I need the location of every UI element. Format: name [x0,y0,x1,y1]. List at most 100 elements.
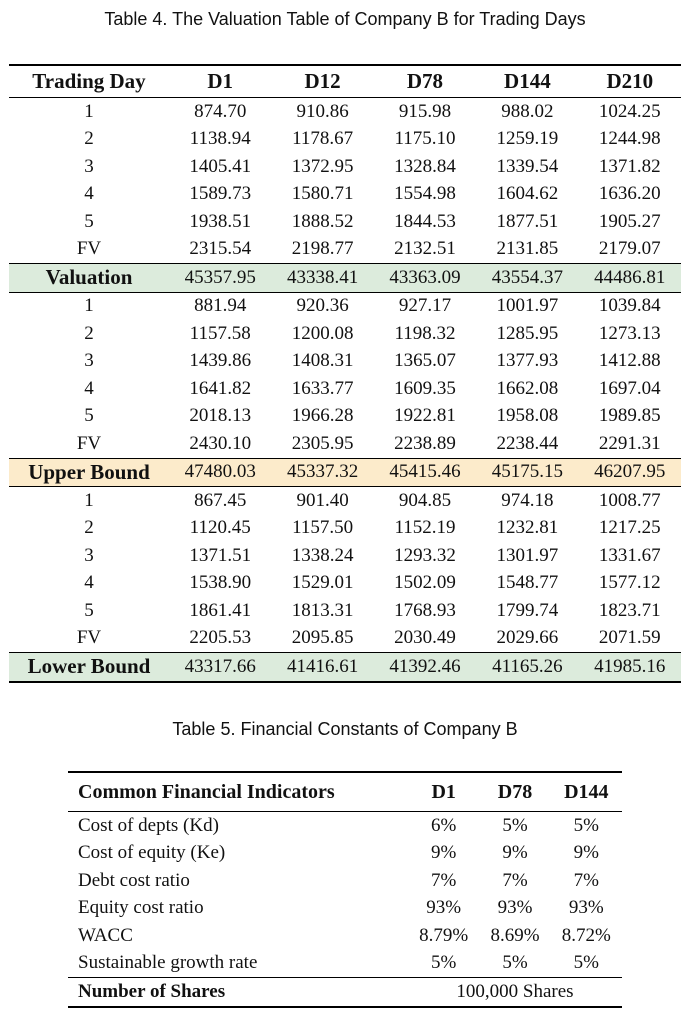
indicator-value: 8.79% [419,924,469,946]
table-cell: 1609.35 [394,377,456,399]
table-cell: 1633.77 [291,377,354,399]
table-cell: 1888.52 [291,210,354,232]
table5-caption: Table 5. Financial Constants of Company … [172,719,518,739]
table-row: 3 1439.86 1408.31 1365.07 1377.93 1412.88 [9,348,681,376]
total-cell: 47480.03 [169,457,272,487]
table-cell: 1641.82 [189,377,252,399]
table-cell: 2029.66 [496,627,559,649]
table-cell: 2018.13 [189,405,252,427]
table-row: 3 1371.51 1338.24 1293.32 1301.97 1331.67 [9,542,681,570]
total-cell: 43554.37 [476,263,579,293]
indicator-value: 93% [426,897,462,919]
total-label: Lower Bound [9,652,169,682]
table-cell: 1577.12 [598,572,661,594]
table-cell: 1120.45 [189,517,251,539]
table-cell: 1178.67 [292,128,354,150]
table-cell: 1259.19 [496,128,559,150]
table-cell: 867.45 [194,489,247,511]
row-label: 4 [84,572,94,594]
total-cell: 43338.41 [271,263,374,293]
table-cell: 1301.97 [496,544,559,566]
header-d1: D1 [408,772,480,812]
table-cell: 1989.85 [598,405,661,427]
valuation-table: Trading Day D1 D12 D78 D144 D210 1 874.70… [9,64,681,683]
row-label: 1 [84,100,94,122]
upper-bound-row: Upper Bound 47480.03 45337.32 45415.46 45175… [9,457,681,487]
row-label: 2 [84,517,94,539]
table-cell: 2315.54 [189,238,252,260]
table-cell: 2291.31 [598,432,661,454]
table4-body: 1 874.70 910.86 915.98 988.02 1024.25 2 1138.94… [9,98,681,682]
table-cell: 927.17 [398,295,452,317]
total-cell: 41416.61 [271,652,374,682]
table-cell: 901.40 [296,489,349,511]
indicator-value: 5% [573,952,599,974]
total-cell: 41165.26 [476,652,579,682]
table-cell: 1244.98 [598,128,661,150]
indicator-value: 5% [502,814,528,836]
total-cell: 44486.81 [578,263,681,293]
table-cell: 1813.31 [291,599,354,621]
indicator-name: Equity cost ratio [78,897,204,919]
row-label: 4 [84,377,94,399]
table-cell: 1966.28 [291,405,354,427]
table-row: 2 1120.45 1157.50 1152.19 1232.81 1217.25 [9,515,681,543]
table-row: 4 1641.82 1633.77 1609.35 1662.08 1697.04 [9,375,681,403]
table-cell: 1580.71 [291,183,354,205]
table-cell: 904.85 [398,489,452,511]
table-cell: 1529.01 [291,572,354,594]
table-row: 4 1538.90 1529.01 1502.09 1548.77 1577.12 [9,570,681,598]
indicator-value: 7% [502,869,528,891]
table-cell: 2198.77 [291,238,354,260]
table-cell: 1861.41 [189,599,252,621]
table-row: WACC 8.79% 8.69% 8.72% [68,922,622,950]
header-trading-day: Trading Day [9,65,169,98]
row-label: FV [76,432,102,454]
valuation-total-row: Valuation 45357.95 43338.41 43363.09 43554.3… [9,263,681,293]
total-cell: 45175.15 [476,457,579,487]
table-cell: 1554.98 [394,183,456,205]
table-cell: 2179.07 [598,238,661,260]
table-cell: 1589.73 [189,183,252,205]
table-cell: 1377.93 [496,350,559,372]
shares-value: 100,000 Shares [408,977,622,1007]
table-cell: 1636.20 [598,183,661,205]
table-cell: 1408.31 [291,350,354,372]
indicator-value: 5% [431,952,457,974]
header-d210: D210 [578,65,681,98]
table4-header-row: Trading Day D1 D12 D78 D144 D210 [9,65,681,98]
table-row: Cost of equity (Ke) 9% 9% 9% [68,840,622,868]
table-cell: 1293.32 [394,544,456,566]
table-cell: 1439.86 [189,350,252,372]
table-row: FV 2430.10 2305.95 2238.89 2238.44 2291.31 [9,430,681,458]
indicator-value: 9% [502,842,528,864]
indicator-value: 93% [497,897,533,919]
table-cell: 1697.04 [598,377,661,399]
total-cell: 45415.46 [373,457,477,487]
table-cell: 1008.77 [598,489,661,511]
table-cell: 974.18 [501,489,554,511]
table-cell: 2071.59 [598,627,661,649]
table-cell: 1200.08 [291,322,354,344]
table-cell: 1328.84 [394,155,456,177]
table-cell: 1905.27 [598,210,661,232]
header-d1: D1 [169,65,272,98]
table-cell: 1339.54 [496,155,559,177]
table-cell: 2205.53 [189,627,252,649]
total-cell: 41392.46 [373,652,477,682]
table5-header-row: Common Financial Indicators D1 D78 D144 [68,772,622,812]
table-cell: 1175.10 [394,128,456,150]
table-cell: 1799.74 [496,599,559,621]
table-cell: 988.02 [501,100,554,122]
table-cell: 915.98 [398,100,452,122]
table-cell: 1217.25 [598,517,661,539]
header-d78: D78 [373,65,477,98]
row-label: 1 [84,295,94,317]
indicator-value: 5% [573,814,599,836]
table-cell: 2095.85 [291,627,354,649]
table-cell: 920.36 [296,295,349,317]
table-cell: 1157.50 [292,517,354,539]
table-cell: 1331.67 [598,544,661,566]
table-cell: 2238.89 [394,432,456,454]
table-cell: 1001.97 [496,295,559,317]
